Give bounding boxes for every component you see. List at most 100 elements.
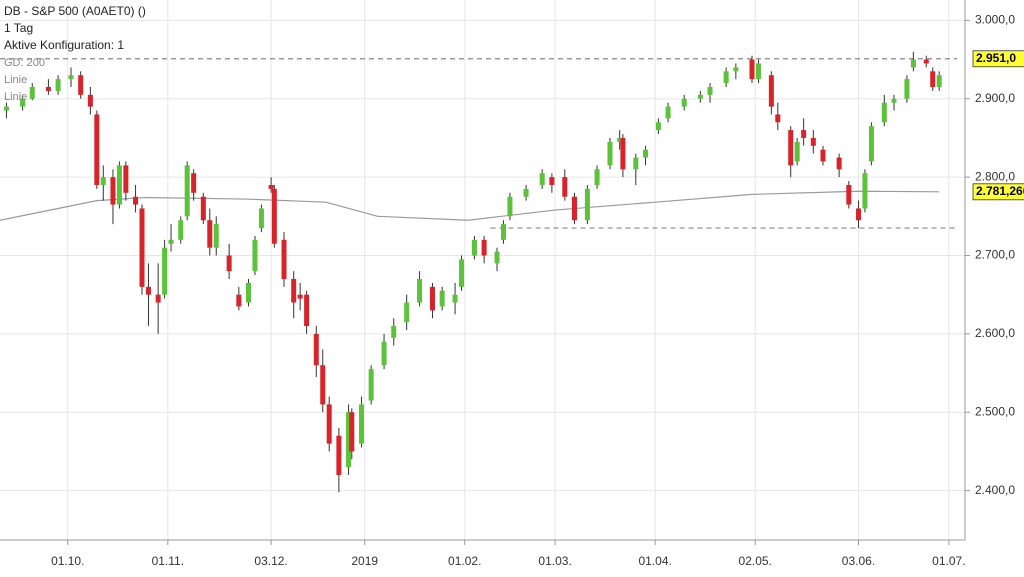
candle-body (429, 286, 435, 311)
candle-body (617, 137, 623, 142)
candle-body (236, 294, 242, 307)
candle-body (297, 294, 303, 299)
candle-body (620, 137, 626, 170)
candle-body (271, 188, 277, 244)
candle-body (665, 106, 671, 119)
candle-body (642, 149, 648, 158)
candle-body (346, 412, 352, 468)
candle-body (178, 220, 184, 240)
candle-body (45, 86, 51, 91)
x-tick-label: 2019 (351, 554, 378, 568)
candle-body (891, 98, 897, 103)
candle-body (452, 294, 458, 303)
candle-body (207, 220, 213, 248)
candle-body (549, 177, 555, 185)
header-text: Aktive Konfiguration: 1 (4, 38, 124, 52)
candle-body (29, 86, 35, 99)
price-box (972, 183, 1024, 201)
candle-body (78, 75, 84, 95)
candle-body (507, 196, 513, 217)
y-tick-label: 2.700,0 (975, 248, 1015, 262)
candle-body (100, 177, 106, 185)
candle-body (868, 126, 874, 162)
x-tick-label: 01.03. (538, 554, 571, 568)
candle-body (594, 169, 600, 185)
x-tick-label: 01.07. (932, 554, 965, 568)
candle-body (855, 208, 861, 221)
candle-body (481, 239, 487, 256)
x-tick-label: 01.04. (638, 554, 671, 568)
price-box-label: 2.951,0 (976, 51, 1016, 65)
x-tick-label: 03.12. (254, 554, 287, 568)
header-text: 1 Tag (4, 21, 33, 35)
candle-body (836, 157, 842, 170)
y-tick-label: 2.500,0 (975, 404, 1015, 418)
candle-body (923, 59, 929, 64)
candle-body (155, 294, 161, 303)
candle-body (794, 141, 800, 162)
candle-body (368, 369, 374, 401)
x-tick-label: 03.06. (842, 554, 875, 568)
candle-body (523, 188, 529, 197)
candle-body (494, 251, 500, 264)
candle-body (246, 282, 252, 303)
y-tick-label: 2.400,0 (975, 483, 1015, 497)
candle-body (313, 333, 319, 366)
candle-body (139, 208, 145, 287)
candle-body (500, 224, 506, 240)
candle-body (697, 94, 703, 99)
y-tick-label: 2.800,0 (975, 169, 1015, 183)
candle-body (562, 177, 568, 197)
header-text: GD: 200 (4, 57, 45, 69)
candle-body (584, 188, 590, 221)
candle-body (291, 279, 297, 303)
y-tick-label: 2.600,0 (975, 326, 1015, 340)
candle-body (930, 71, 936, 87)
candle-body (3, 106, 9, 111)
candle-body (936, 75, 942, 87)
candle-body (733, 67, 739, 72)
candle-body (191, 173, 197, 193)
candle-body (94, 114, 100, 185)
candle-body (707, 86, 713, 95)
plot (0, 51, 957, 493)
candle-body (252, 239, 258, 272)
candle-body (320, 365, 326, 405)
candle-body (862, 173, 868, 209)
price-box-label: 2.781,266 (976, 184, 1024, 198)
labels: 2.400,0 2.500,0 2.600,0 2.700,0 2.800,0 2.900… (4, 4, 1024, 568)
candle-body (607, 141, 613, 166)
candle-body (723, 71, 729, 84)
candle-body (87, 94, 93, 107)
candle-body (775, 114, 781, 123)
header-text: Linie (4, 91, 27, 103)
candle-body (404, 302, 410, 323)
candle-body (381, 341, 387, 366)
candle-body (226, 255, 232, 272)
x-tick-label: 02.05. (739, 554, 772, 568)
candle-body (681, 98, 687, 107)
candle-body (349, 412, 355, 452)
candle-body (904, 79, 910, 99)
candle-body (200, 196, 206, 221)
candle-body (749, 59, 755, 80)
price-box (972, 50, 1024, 68)
candle-body (213, 224, 219, 248)
candle-body (417, 279, 423, 303)
candle-body (133, 196, 139, 205)
candle-body (268, 184, 274, 189)
candle-body (810, 137, 816, 146)
candle-body (281, 239, 287, 280)
candle-body (145, 286, 151, 295)
candle-body (326, 404, 332, 444)
candle-body (768, 75, 774, 107)
candle-body (68, 75, 74, 80)
candle-body (755, 63, 761, 80)
candle-body (304, 294, 310, 327)
x-tick-label: 01.02. (448, 554, 481, 568)
x-tick-label: 01.11. (152, 554, 184, 568)
y-tick-label: 2.900,0 (975, 91, 1015, 105)
x-tick-label: 01.10. (51, 554, 84, 568)
